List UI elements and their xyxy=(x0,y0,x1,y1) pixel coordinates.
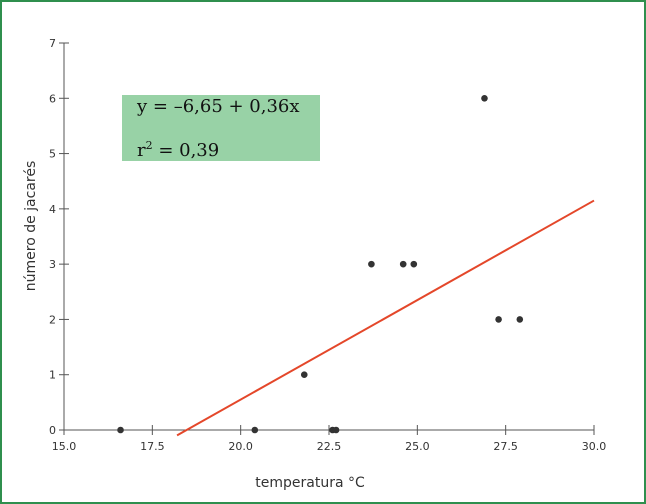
r-squared-prefix: r xyxy=(137,140,146,161)
x-axis-label: temperatura °C xyxy=(255,475,365,491)
y-tick-label: 1 xyxy=(49,369,56,382)
x-tick-label: 22.5 xyxy=(317,440,342,453)
x-tick-label: 27.5 xyxy=(493,440,518,453)
data-point xyxy=(516,316,524,323)
equation-box: y = –6,65 + 0,36x r2 = 0,39 xyxy=(122,95,320,161)
regression-line-layer xyxy=(176,199,595,437)
r-squared-value: = 0,39 xyxy=(153,140,220,161)
equation-box-background xyxy=(122,95,320,161)
y-tick-label: 5 xyxy=(49,148,56,161)
data-point xyxy=(368,260,375,268)
y-axis-label: número de jacarés xyxy=(23,161,39,292)
y-tick-label: 0 xyxy=(49,424,56,437)
y-tick-label: 7 xyxy=(49,37,56,50)
data-point xyxy=(495,316,502,323)
x-tick-label: 17.5 xyxy=(140,440,165,453)
data-point xyxy=(251,426,259,434)
regression-equation: y = –6,65 + 0,36x xyxy=(136,96,300,117)
regression-line xyxy=(176,199,595,437)
axes xyxy=(59,42,595,435)
tick-labels: 0 1 2 3 4 5 6 7 15.0 17.5 20.0 22.5 25.0 27.5 30.0 xyxy=(49,37,606,453)
data-point xyxy=(300,371,308,379)
x-tick-label: 25.0 xyxy=(405,440,430,453)
r-squared-superscript: 2 xyxy=(146,139,153,152)
x-tick-label: 15.0 xyxy=(52,440,77,453)
data-point xyxy=(117,426,124,434)
y-tick-label: 6 xyxy=(49,92,56,105)
data-point xyxy=(399,260,407,268)
x-tick-label: 20.0 xyxy=(228,440,253,453)
y-tick-label: 3 xyxy=(49,258,56,271)
data-point xyxy=(481,94,488,102)
data-point xyxy=(410,260,418,268)
y-tick-label: 4 xyxy=(49,203,56,216)
data-point xyxy=(332,426,340,434)
y-tick-label: 2 xyxy=(49,313,56,326)
r-squared-label: r2 = 0,39 xyxy=(137,139,219,161)
x-tick-label: 30.0 xyxy=(582,440,607,453)
points-layer xyxy=(117,94,524,434)
